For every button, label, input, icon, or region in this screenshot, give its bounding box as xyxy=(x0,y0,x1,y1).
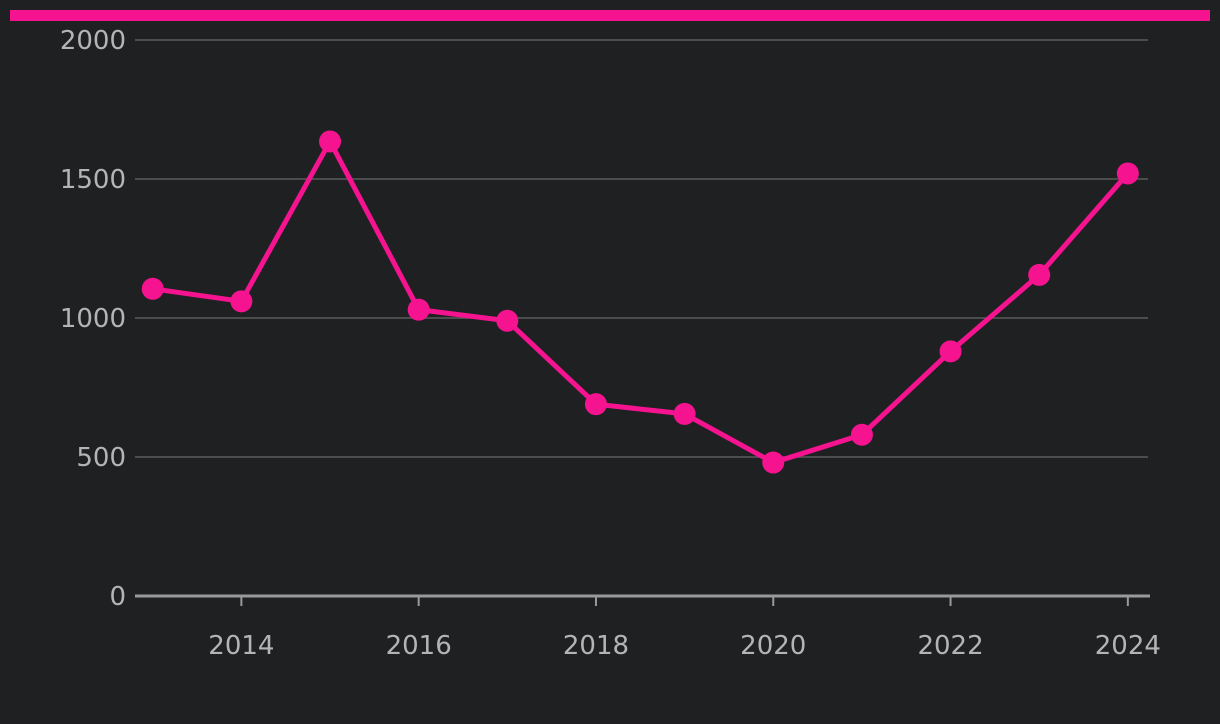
data-series xyxy=(141,130,1139,474)
x-axis: 2014 2016 2018 2020 2022 2024 xyxy=(135,594,1161,661)
gridlines xyxy=(135,39,1148,458)
data-point-2017 xyxy=(496,309,519,332)
x-tick-label-2024: 2024 xyxy=(1095,631,1161,661)
data-point-2020 xyxy=(762,451,785,474)
data-point-2019 xyxy=(673,402,696,425)
x-tick-label-2016: 2016 xyxy=(386,631,452,661)
x-tick-label-2020: 2020 xyxy=(740,631,806,661)
data-point-2018 xyxy=(584,393,607,416)
data-point-2014 xyxy=(230,290,253,313)
y-tick-label-2000: 2000 xyxy=(60,26,126,56)
x-tick-label-2022: 2022 xyxy=(917,631,983,661)
accent-top-bar xyxy=(10,10,1210,21)
y-tick-label-1500: 1500 xyxy=(60,165,126,195)
x-tick-label-2014: 2014 xyxy=(208,631,274,661)
data-point-2024 xyxy=(1116,162,1139,185)
data-point-2013 xyxy=(141,277,164,300)
data-point-2022 xyxy=(939,340,962,363)
x-tick-label-2018: 2018 xyxy=(563,631,629,661)
data-point-2015 xyxy=(319,130,342,153)
data-point-2021 xyxy=(850,423,873,446)
y-tick-label-500: 500 xyxy=(76,443,126,473)
y-axis-labels: 0 500 1000 1500 2000 xyxy=(60,26,126,612)
series-line-0 xyxy=(150,138,1131,466)
y-tick-label-0: 0 xyxy=(109,582,126,612)
y-tick-label-1000: 1000 xyxy=(60,304,126,334)
data-point-2016 xyxy=(407,298,430,321)
data-point-2023 xyxy=(1028,263,1051,286)
